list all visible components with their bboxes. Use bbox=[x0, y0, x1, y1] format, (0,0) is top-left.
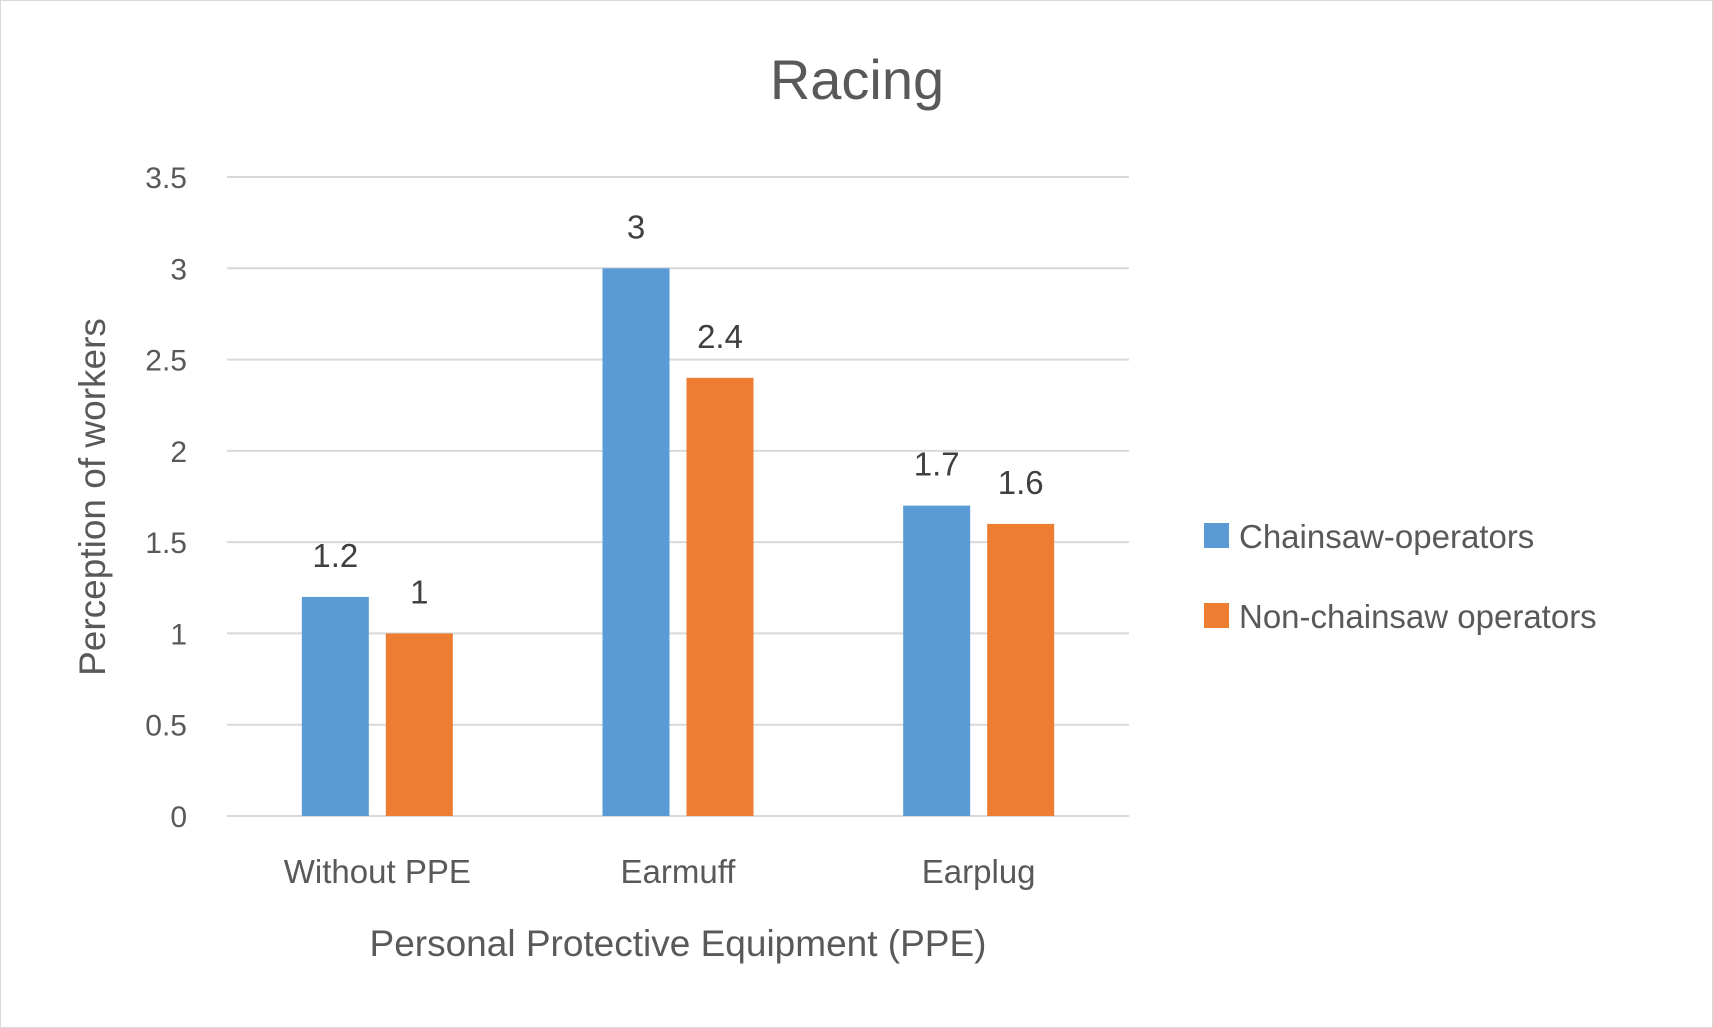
data-label: 1.2 bbox=[312, 537, 358, 574]
y-tick-label: 0.5 bbox=[145, 710, 187, 743]
y-axis-tick-labels: 0 0.5 1 1.5 2 2.5 3 3.5 bbox=[145, 162, 187, 834]
legend: Chainsaw-operators Non-chainsaw operators bbox=[1204, 518, 1597, 635]
y-tick-label: 1.5 bbox=[145, 527, 187, 560]
y-tick-label: 3.5 bbox=[145, 162, 187, 195]
legend-label: Non-chainsaw operators bbox=[1239, 598, 1597, 635]
x-axis-title: Personal Protective Equipment (PPE) bbox=[370, 923, 987, 964]
x-axis-category-labels: Without PPE Earmuff Earplug bbox=[284, 853, 1036, 890]
x-category-label: Earmuff bbox=[621, 853, 737, 890]
y-tick-label: 2.5 bbox=[145, 345, 187, 378]
bars bbox=[301, 268, 1055, 816]
data-label: 1.7 bbox=[914, 446, 960, 483]
legend-label: Chainsaw-operators bbox=[1239, 518, 1534, 555]
chart-title: Racing bbox=[770, 48, 944, 111]
x-category-label: Earplug bbox=[922, 853, 1036, 890]
bar-chainsaw-operators bbox=[903, 505, 971, 816]
bar-non-chainsaw-operators bbox=[385, 633, 453, 816]
bar-chainsaw-operators bbox=[301, 596, 369, 816]
gridlines bbox=[227, 176, 1129, 817]
data-label: 3 bbox=[627, 208, 645, 245]
y-tick-label: 0 bbox=[170, 801, 187, 834]
data-labels: 1.2 1 3 2.4 1.7 1.6 bbox=[312, 208, 1043, 610]
legend-swatch bbox=[1204, 603, 1229, 628]
bar-non-chainsaw-operators bbox=[987, 523, 1055, 816]
y-axis-title: Perception of workers bbox=[72, 318, 113, 676]
legend-swatch bbox=[1204, 523, 1229, 548]
y-tick-label: 2 bbox=[170, 436, 187, 469]
x-category-label: Without PPE bbox=[284, 853, 471, 890]
y-tick-label: 1 bbox=[170, 618, 187, 651]
data-label: 1 bbox=[410, 573, 428, 610]
data-label: 1.6 bbox=[998, 464, 1044, 501]
bar-chainsaw-operators bbox=[602, 268, 670, 816]
bar-non-chainsaw-operators bbox=[686, 377, 754, 816]
y-tick-label: 3 bbox=[170, 253, 187, 286]
data-label: 2.4 bbox=[697, 318, 743, 355]
